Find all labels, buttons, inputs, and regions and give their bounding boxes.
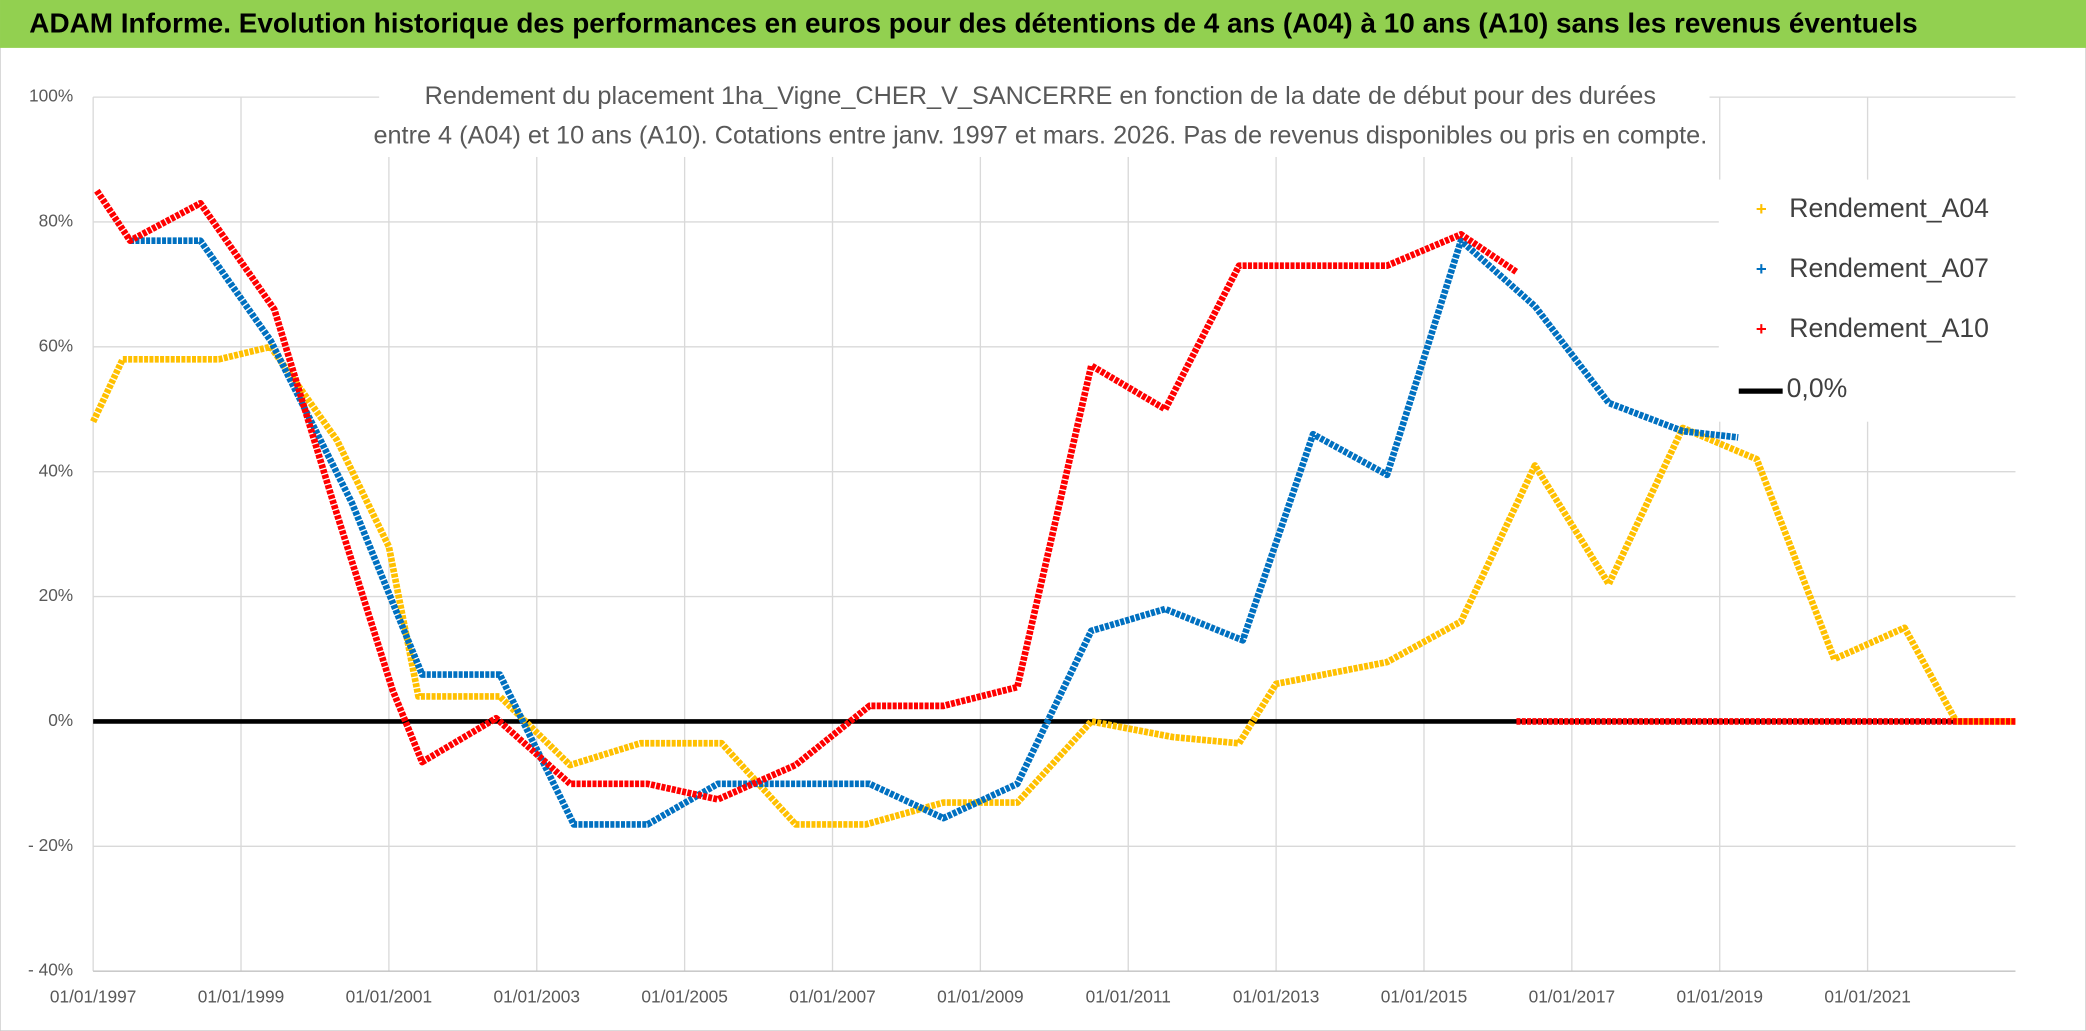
y-tick-label: - 40% xyxy=(28,960,73,980)
x-tick-label: 01/01/1997 xyxy=(50,986,136,1006)
legend: + Rendement_A04 + Rendement_A07 + Rendement_A… xyxy=(1738,193,1989,403)
legend-label: Rendement_A04 xyxy=(1789,193,1989,223)
legend-label: Rendement_A10 xyxy=(1789,313,1989,343)
y-tick-label: 40% xyxy=(39,460,74,480)
x-tick-label: 01/01/2009 xyxy=(937,986,1024,1006)
y-tick-label: 0% xyxy=(48,710,73,730)
x-tick-label: 01/01/2015 xyxy=(1381,986,1468,1006)
series-line xyxy=(94,188,2016,803)
y-tick-label: 20% xyxy=(39,585,74,605)
legend-swatch: + xyxy=(1756,258,1767,279)
x-tick-label: 01/01/2017 xyxy=(1529,986,1616,1006)
x-tick-label: 01/01/1999 xyxy=(198,986,285,1006)
series-line xyxy=(130,237,1739,828)
x-tick-label: 01/01/2021 xyxy=(1824,986,1911,1006)
chart-title: entre 4 (A04) et 10 ans (A10). Cotations… xyxy=(373,122,1707,150)
legend-bg xyxy=(1718,179,2017,422)
legend-swatch: + xyxy=(1756,318,1767,339)
y-tick-label: 100% xyxy=(29,86,73,106)
x-tick-label: 01/01/2011 xyxy=(1086,986,1171,1006)
header-bar xyxy=(0,0,2086,48)
x-tick-label: 01/01/2003 xyxy=(494,986,581,1006)
legend-swatch: + xyxy=(1756,198,1767,219)
y-tick-label: - 20% xyxy=(28,835,73,855)
header-title: ADAM Informe. Evolution historique des p… xyxy=(29,8,1917,39)
x-tick-label: 01/01/2001 xyxy=(346,986,433,1006)
x-tick-label: 01/01/2019 xyxy=(1676,986,1763,1006)
title-bg xyxy=(379,74,1710,157)
y-tick-label: 60% xyxy=(39,335,74,355)
legend-label: 0,0% xyxy=(1787,373,1848,403)
x-tick-label: 01/01/2007 xyxy=(789,986,876,1006)
x-tick-label: 01/01/2005 xyxy=(641,986,727,1006)
lines xyxy=(90,188,2016,828)
chart-title: Rendement du placement 1ha_Vigne_CHER_V_… xyxy=(425,82,1656,110)
series-line xyxy=(90,343,2016,828)
legend-label: Rendement_A07 xyxy=(1789,253,1989,283)
y-tick-label: 80% xyxy=(39,211,74,231)
x-tick-label: 01/01/2013 xyxy=(1233,986,1320,1006)
